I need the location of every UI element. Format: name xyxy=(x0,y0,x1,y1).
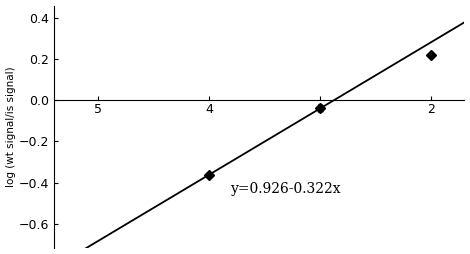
Text: y=0.926-0.322x: y=0.926-0.322x xyxy=(231,182,342,196)
Y-axis label: log (wt signal/is signal): log (wt signal/is signal) xyxy=(6,67,16,187)
